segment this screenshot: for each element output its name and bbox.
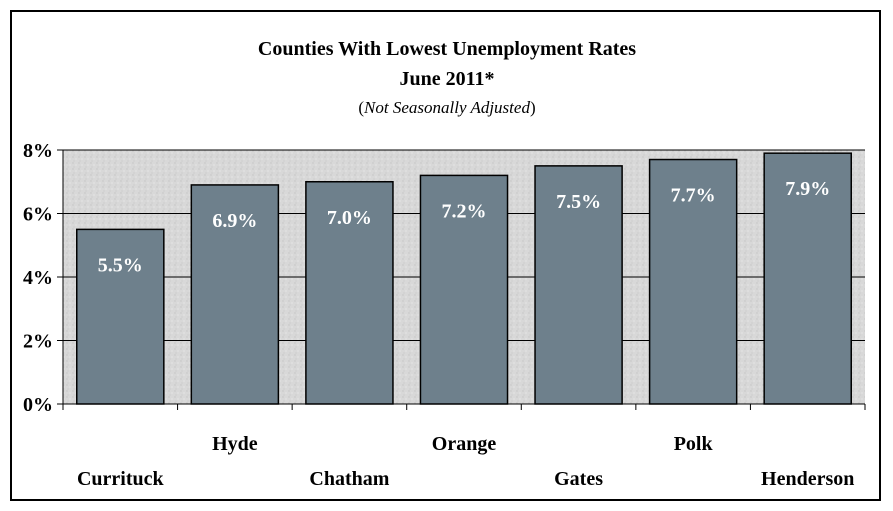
data-label: 7.7% bbox=[671, 185, 716, 207]
bar bbox=[763, 152, 853, 405]
y-tick-label: 0% bbox=[23, 394, 53, 416]
x-category-label: Currituck bbox=[77, 468, 165, 490]
data-label: 7.9% bbox=[785, 178, 830, 200]
y-axis: 0% 2% 4% 6% 8% bbox=[23, 140, 64, 416]
bars bbox=[75, 152, 853, 405]
subtitle-text: Not Seasonally Adjusted bbox=[363, 98, 530, 117]
data-label: 7.0% bbox=[327, 207, 372, 229]
data-labels: 5.5% 6.9% 7.0% 7.2% 7.5% 7.7% 7.9% bbox=[98, 178, 830, 276]
data-label: 7.5% bbox=[556, 191, 601, 213]
x-category-label: Gates bbox=[554, 468, 603, 490]
bar bbox=[419, 174, 509, 405]
y-tick-label: 6% bbox=[23, 204, 53, 226]
bar bbox=[648, 158, 738, 405]
data-label: 6.9% bbox=[212, 210, 257, 232]
subtitle-open-paren: ( bbox=[358, 98, 364, 117]
x-category-label: Orange bbox=[432, 433, 497, 455]
x-category-label: Chatham bbox=[309, 468, 389, 490]
data-label: 5.5% bbox=[98, 254, 143, 276]
x-axis: Currituck Hyde Chatham Orange Gates Polk Hende… bbox=[62, 403, 866, 490]
x-category-label: Henderson bbox=[761, 468, 854, 490]
x-category-label: Hyde bbox=[212, 433, 258, 455]
bar bbox=[534, 165, 623, 405]
chart-subtitle: (Not Seasonally Adjusted) bbox=[358, 98, 535, 117]
y-tick-label: 4% bbox=[23, 267, 53, 289]
chart-title: Counties With Lowest Unemployment Rates bbox=[258, 38, 636, 60]
y-tick-label: 2% bbox=[23, 331, 53, 353]
chart-title-line2: June 2011* bbox=[399, 68, 494, 90]
x-category-label: Polk bbox=[674, 433, 714, 455]
subtitle-close-paren: ) bbox=[530, 98, 536, 117]
data-label: 7.2% bbox=[442, 200, 487, 222]
y-tick-label: 8% bbox=[23, 140, 53, 162]
